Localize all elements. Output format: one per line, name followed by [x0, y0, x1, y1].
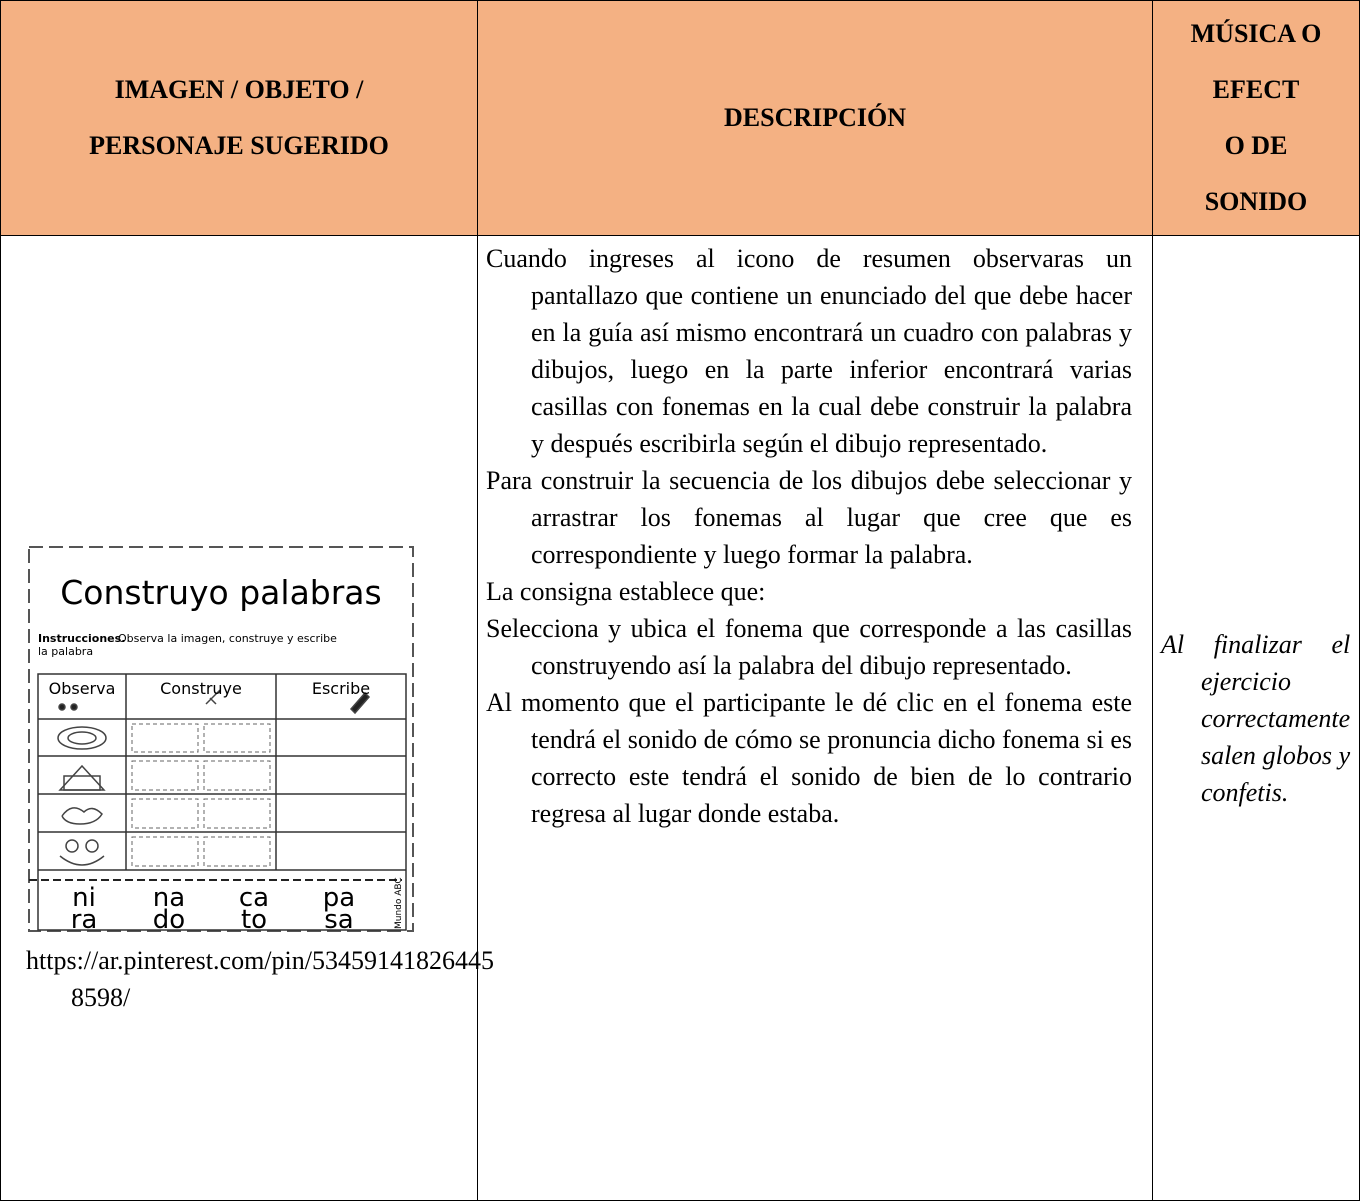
worksheet-border: [28, 546, 414, 932]
column-label: Construye: [160, 679, 242, 698]
paragraph: La consigna establece que:: [486, 577, 766, 606]
music-cell: Al finalizar el ejercicio correctamente …: [1152, 235, 1360, 1201]
header-line: SONIDO: [1204, 187, 1308, 216]
description-cell: Cuando ingreses al icono de resumen obse…: [477, 235, 1153, 1201]
worksheet-title: Construyo palabras: [60, 573, 381, 612]
header-line: EFECT: [1212, 75, 1300, 104]
header-text: DESCRIPCIÓN: [723, 103, 907, 132]
brand: Mundo ABC: [394, 877, 404, 929]
syllable: do: [153, 905, 185, 934]
column-label: Escribe: [312, 679, 370, 698]
header-cell: IMAGEN / OBJETO / PERSONAJE SUGERIDO: [0, 0, 478, 236]
header-cell: DESCRIPCIÓN: [477, 0, 1153, 236]
icons: [57, 689, 371, 866]
syllable: pa: [323, 883, 355, 913]
syllable: ni: [72, 883, 96, 913]
instructions-label: Instrucciones.: [38, 632, 125, 645]
grid-frame: [37, 673, 407, 931]
build-boxes: [131, 723, 271, 867]
image-cell: Construyo palabras Instrucciones. Observa …: [0, 235, 494, 1201]
paragraph: Selecciona y ubica el fonema que corresp…: [486, 614, 1132, 680]
syllable: na: [153, 883, 185, 913]
source-url: https://ar.pinterest.com/pin/53459141826…: [26, 946, 494, 1012]
grid-lines: [38, 674, 406, 871]
instructions: Observa la imagen, construye y escribe la…: [38, 632, 337, 658]
paragraph: Cuando ingreses al icono de resumen obse…: [486, 244, 1132, 458]
syllable: ra: [71, 905, 98, 934]
worksheet: Construyo palabras Instrucciones.Observa …: [28, 546, 414, 934]
syllable: sa: [324, 905, 353, 934]
header-line: O DE: [1224, 131, 1288, 160]
header-line: MÚSICA O: [1190, 19, 1322, 48]
instructions-line: la palabra: [38, 645, 93, 658]
instructions-line: Observa la imagen, construye y escribe: [118, 632, 337, 645]
header-text: IMAGEN / OBJETO / PERSONAJE SUGERIDO: [89, 75, 389, 160]
syllable: to: [241, 905, 267, 934]
column-label: Observa: [49, 679, 116, 698]
paragraph: Al momento que el participante le dé cli…: [486, 688, 1132, 828]
paragraph: Para construir la secuencia de los dibuj…: [486, 466, 1132, 569]
music-text: Al finalizar el ejercicio correctamente …: [1161, 629, 1351, 807]
header-cell: MÚSICA O EFECT O DE SONIDO: [1152, 0, 1360, 236]
syllable: ca: [239, 883, 269, 913]
